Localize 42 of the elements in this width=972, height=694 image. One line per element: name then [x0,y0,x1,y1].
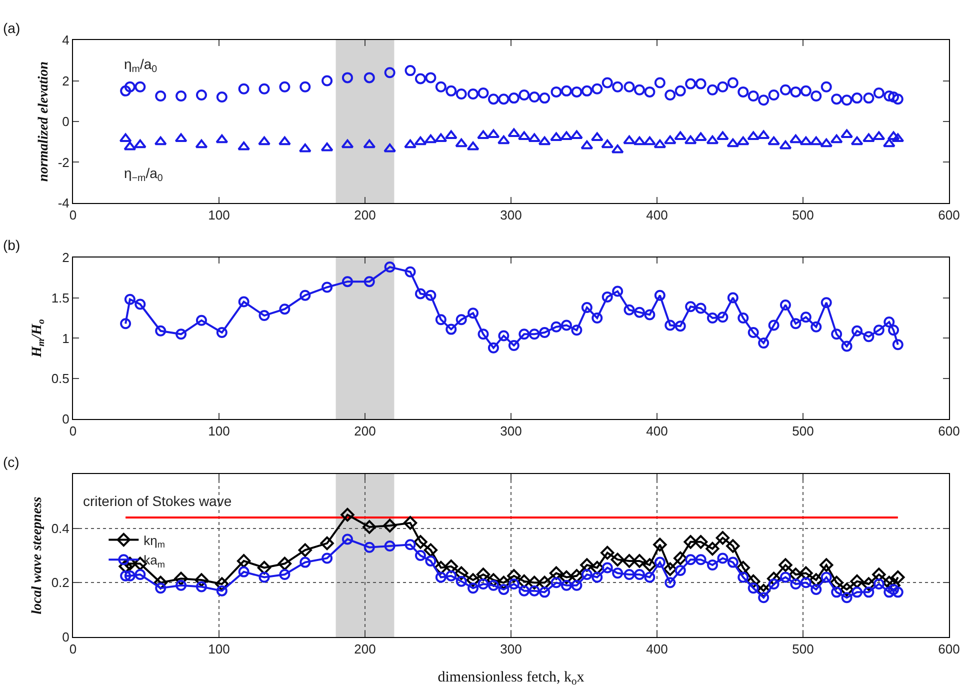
x-tick-label: 500 [792,642,814,657]
x-tick-label: 300 [500,424,522,439]
x-tick-label: 100 [208,208,230,223]
y-tick-label: -2 [58,154,70,170]
x-tick-label: 400 [646,208,668,223]
y-axis-title: local wave steepness [30,496,45,614]
series-label: criterion of Stokes wave [83,493,232,509]
x-tick-label: 600 [938,208,960,223]
y-tick-label: 0.2 [51,575,70,590]
x-tick-label: 200 [354,424,376,439]
x-tick-label: 600 [938,642,960,657]
y-tick-label: 0.4 [51,520,70,536]
y-axis-title: normalized elevation [36,61,52,182]
chart-title: (c) [3,454,20,470]
y-tick-label: 2 [62,73,70,88]
chart-title: (b) [3,237,20,253]
series-label: η$_{m}$/a$_{0}$ [124,56,158,75]
x-tick-label: 200 [354,642,376,657]
y-tick-label: 0 [62,114,70,130]
x-tick-label: 600 [938,424,960,439]
x-tick-label: 400 [646,424,668,439]
y-tick-label: 1 [62,330,70,346]
y-tick-label: -4 [58,196,70,211]
x-tick-label: 100 [208,424,230,439]
chart-title: (a) [3,20,20,36]
legend-label: ka$_{m}$ [144,552,165,570]
x-axis-title: dimensionless fetch, k$_{o}$x [438,670,585,688]
y-tick-label: 0.5 [51,371,70,386]
y-tick-label: 0 [62,412,70,427]
x-tick-label: 500 [792,424,814,439]
y-tick-label: 0 [62,630,70,645]
x-tick-label: 300 [500,642,522,657]
y-tick-label: 4 [62,32,70,48]
y-tick-label: 1.5 [51,290,70,306]
x-tick-label: 500 [792,208,814,223]
x-tick-label: 400 [646,642,668,657]
x-tick-label: 300 [500,208,522,223]
series-label: η$_{−m}$/a$_{0}$ [124,165,164,184]
legend-label: kη$_{m}$ [144,532,165,550]
x-tick-label: 200 [354,208,376,223]
x-tick-label: 100 [208,642,230,657]
y-tick-label: 2 [62,250,70,265]
